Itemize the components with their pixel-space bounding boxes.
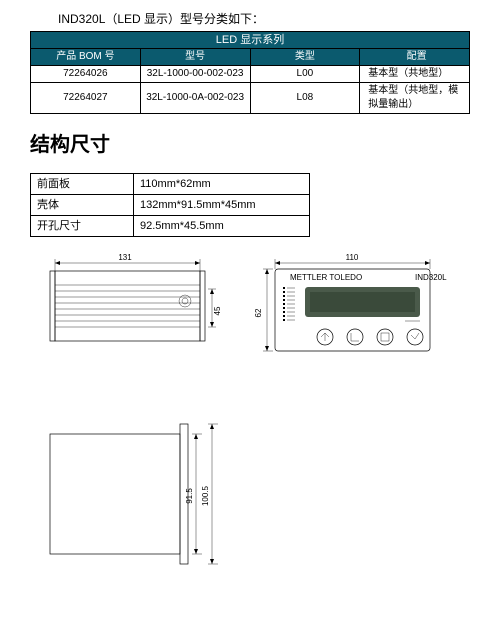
dim-label: 前面板 — [31, 174, 134, 195]
dim-62: 62 — [255, 308, 263, 317]
section-title: 结构尺寸 — [30, 128, 470, 157]
dim-131: 131 — [118, 253, 132, 262]
drawings-area: 131 45 110 — [30, 249, 470, 609]
bom-table: LED 显示系列 产品 BOM 号 型号 类型 配置 72264026 32L-… — [30, 31, 470, 114]
bom-hdr-type: 类型 — [250, 49, 360, 66]
brand-text: METTLER TOLEDO — [290, 273, 362, 282]
dim-110: 110 — [346, 253, 359, 262]
bom-cell: L08 — [250, 83, 360, 114]
intro-text: IND320L（LED 显示）型号分类如下： — [58, 10, 470, 27]
bom-cell: 72264026 — [31, 66, 141, 83]
indicator-icons — [283, 287, 295, 321]
table-row: 72264027 32L-1000-0A-002-023 L08 基本型（共地型… — [31, 83, 470, 114]
dim-value: 92.5mm*45.5mm — [134, 216, 310, 237]
bom-cell: 32L-1000-0A-002-023 — [140, 83, 250, 114]
bom-cell: 32L-1000-00-002-023 — [140, 66, 250, 83]
table-row: 72264026 32L-1000-00-002-023 L00 基本型（共地型… — [31, 66, 470, 83]
dim-value: 110mm*62mm — [134, 174, 310, 195]
drawing-top-view: 131 45 — [30, 249, 230, 369]
table-row: 开孔尺寸 92.5mm*45.5mm — [31, 216, 310, 237]
dim-100-5: 100.5 — [201, 485, 210, 506]
series-title: LED 显示系列 — [31, 32, 470, 49]
dim-label: 开孔尺寸 — [31, 216, 134, 237]
dimensions-table: 前面板 110mm*62mm 壳体 132mm*91.5mm*45mm 开孔尺寸… — [30, 173, 310, 237]
drawing-front-panel: 110 62 METTLER TOLEDO IND320L — [255, 249, 475, 379]
table-row: 前面板 110mm*62mm — [31, 174, 310, 195]
drawing-side-view: 91.5 100.5 — [30, 414, 250, 594]
bom-cell: L00 — [250, 66, 360, 83]
bom-cell: 基本型（共地型） — [360, 66, 470, 83]
keypad — [317, 329, 423, 345]
bom-hdr-config: 配置 — [360, 49, 470, 66]
table-row: 壳体 132mm*91.5mm*45mm — [31, 195, 310, 216]
bom-cell: 基本型（共地型，模拟量输出） — [360, 83, 470, 114]
dim-value: 132mm*91.5mm*45mm — [134, 195, 310, 216]
bom-hdr-model: 型号 — [140, 49, 250, 66]
bom-hdr-bomnum: 产品 BOM 号 — [31, 49, 141, 66]
dim-91-5: 91.5 — [185, 488, 194, 504]
bom-cell: 72264027 — [31, 83, 141, 114]
dim-45: 45 — [213, 306, 222, 315]
model-text: IND320L — [415, 273, 447, 282]
dim-label: 壳体 — [31, 195, 134, 216]
